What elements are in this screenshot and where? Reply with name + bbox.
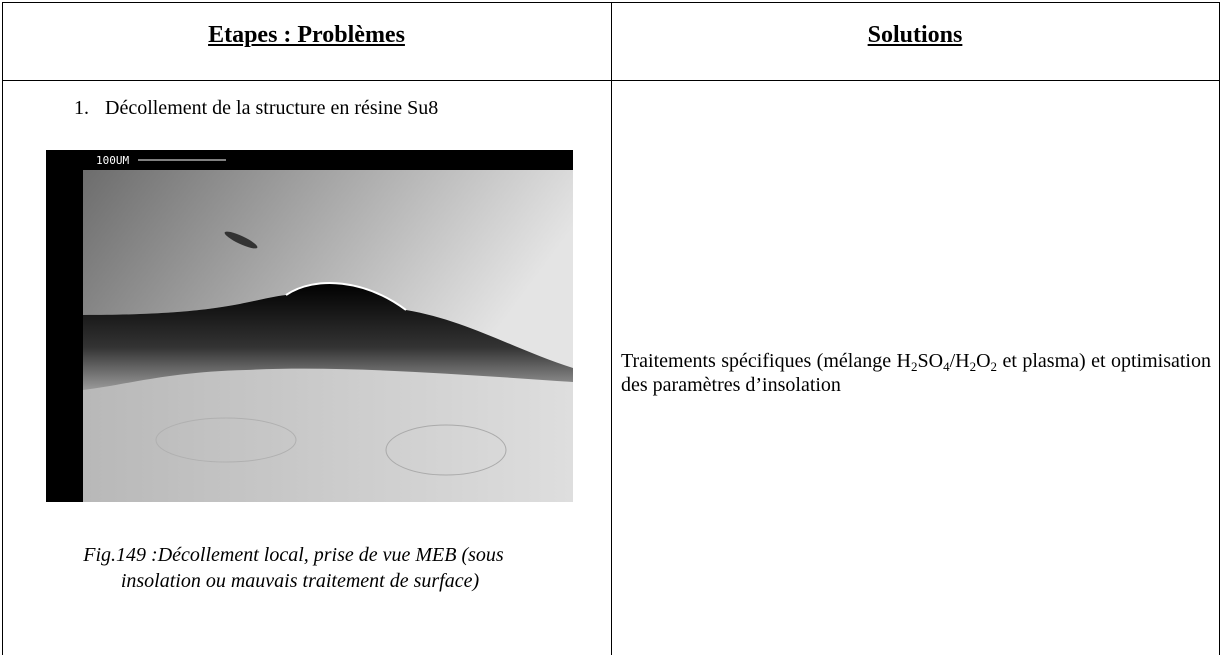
solution-text: Traitements spécifiques (mélange H2SO4/H… (621, 349, 1211, 397)
table-border (2, 2, 3, 655)
step-number: 1. (74, 97, 89, 119)
subscript: 4 (943, 359, 950, 374)
figure-caption: Fig.149 :Décollement local, prise de vue… (83, 544, 504, 592)
column-header: Solutions (867, 22, 963, 48)
solution-part: SO (917, 350, 944, 372)
solution-part: Traitements spécifiques (mélange H (621, 350, 911, 372)
table-border (611, 2, 612, 655)
subscript: 2 (910, 359, 918, 374)
solution-part: et plasma) et optimisation des paramètre… (621, 350, 1211, 396)
subscript: 2 (990, 359, 998, 374)
table-border (1219, 2, 1220, 655)
image-scale-label: 100UM (96, 154, 129, 167)
step-text: Décollement de la structure en résine Su… (105, 97, 439, 119)
solution-part: /H (949, 350, 970, 372)
sem-image: 100UM (46, 150, 573, 502)
subscript: 2 (969, 359, 977, 374)
step-title: 1. Décollement de la structure en résine … (74, 97, 438, 120)
solution-part: O (976, 350, 991, 372)
column-header: Etapes : Problèmes (208, 22, 405, 48)
